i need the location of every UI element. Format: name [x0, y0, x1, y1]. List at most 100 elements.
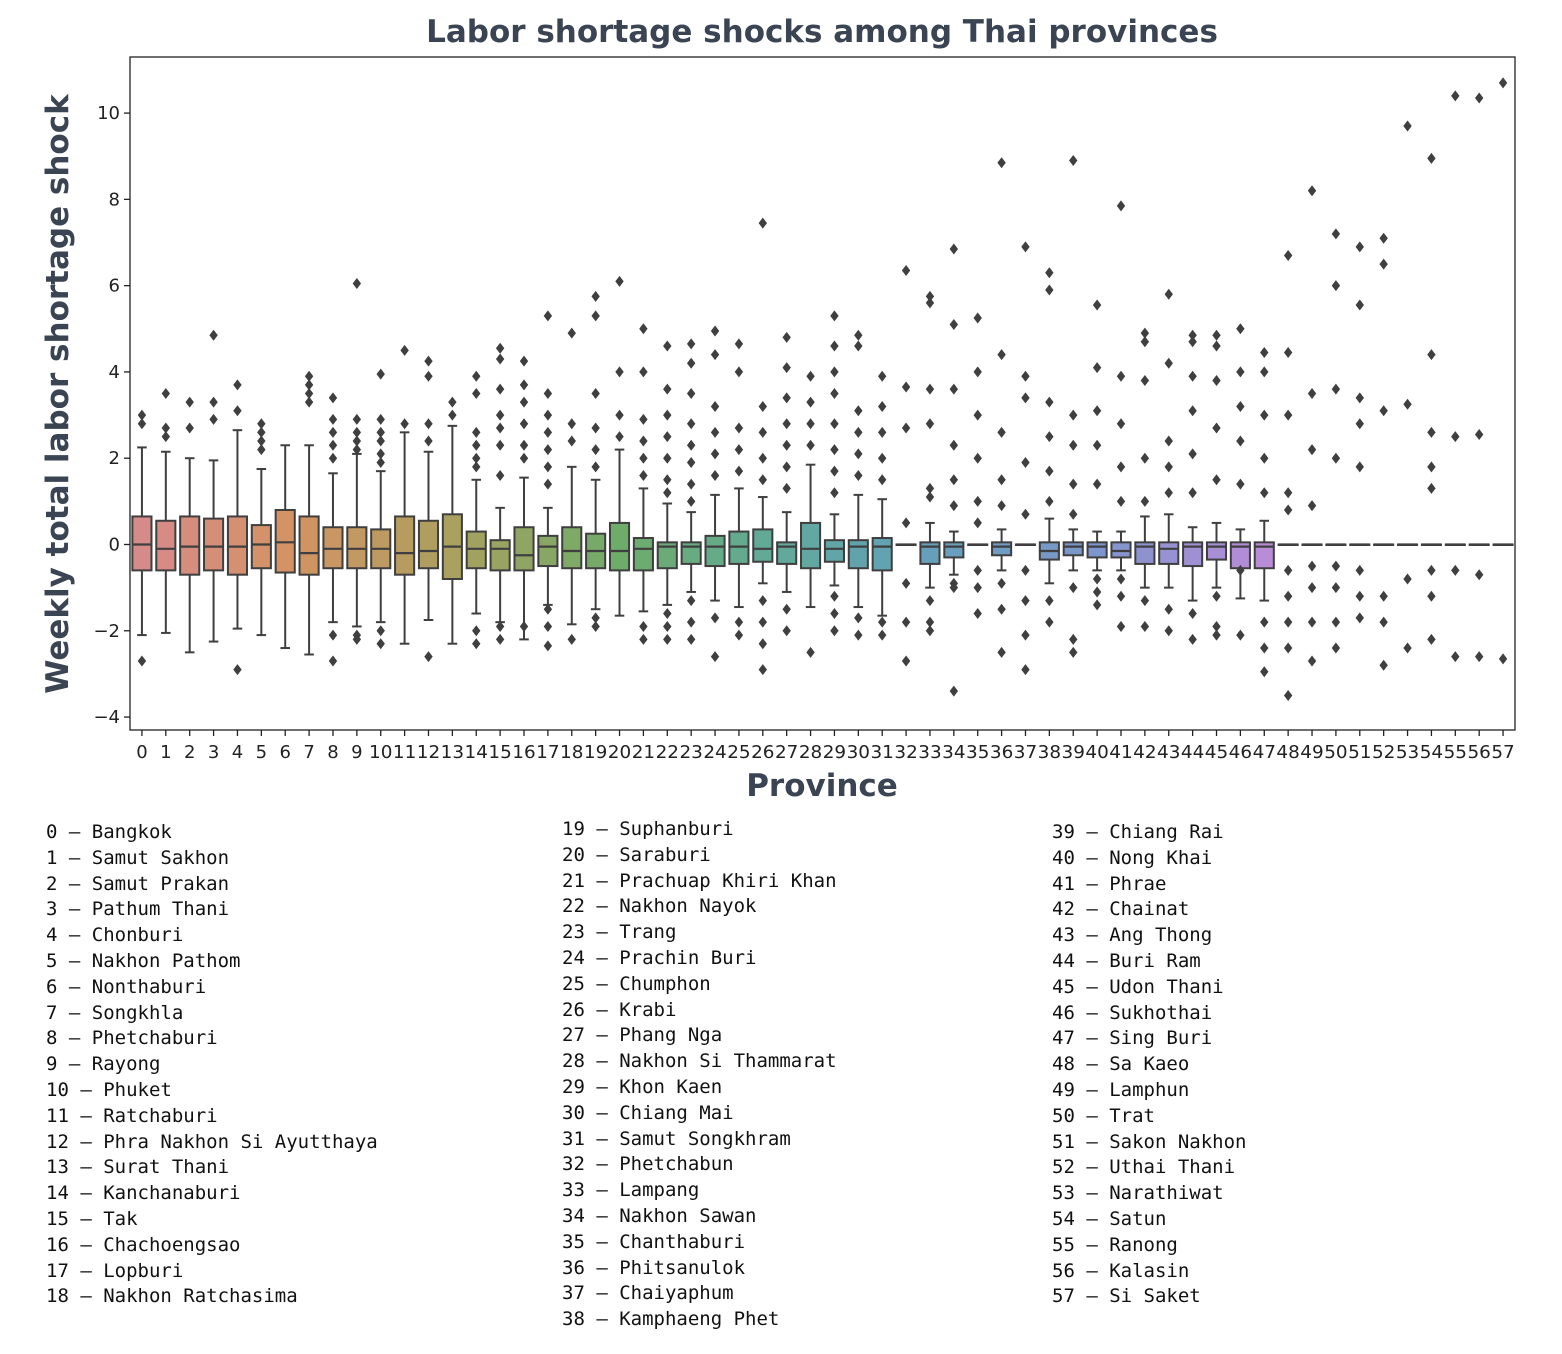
box: [394, 515, 416, 576]
box-group-11: [394, 344, 416, 645]
outlier-point: [997, 426, 1006, 438]
outlier-point: [1188, 370, 1197, 382]
outlier-point: [686, 478, 696, 490]
box-group-7: [298, 370, 320, 656]
box-group-36: [991, 157, 1013, 658]
outlier-point: [1283, 616, 1293, 628]
x-tick-label: 24: [703, 742, 726, 763]
x-tick-label: 36: [990, 742, 1013, 763]
outlier-point: [1092, 299, 1102, 311]
outlier-point: [1021, 241, 1030, 253]
outlier-point: [1474, 651, 1484, 663]
outlier-point: [854, 329, 863, 341]
outlier-point: [973, 495, 982, 507]
outlier-point: [806, 370, 815, 382]
outlier-point: [663, 383, 672, 395]
outlier-point: [1236, 564, 1245, 576]
outlier-point: [949, 243, 959, 255]
outlier-point: [591, 388, 600, 399]
outlier-point: [472, 370, 481, 382]
outlier-point: [1236, 629, 1245, 641]
box-group-57: [1492, 77, 1514, 665]
outlier-point: [901, 381, 911, 393]
outlier-point: [710, 651, 720, 663]
outlier-point: [352, 444, 362, 456]
outlier-point: [734, 629, 744, 641]
chart-title: Labor shortage shocks among Thai provinc…: [426, 14, 1218, 50]
outlier-point: [615, 275, 624, 287]
x-tick-label: 34: [942, 742, 965, 763]
outlier-point: [1379, 590, 1388, 602]
outlier-point: [328, 426, 338, 438]
outlier-point: [328, 439, 338, 451]
box-group-51: [1349, 241, 1371, 624]
box: [704, 534, 726, 568]
outlier-point: [806, 396, 815, 408]
outlier-point: [854, 612, 863, 624]
x-tick-label: 29: [823, 742, 846, 763]
outlier-point: [257, 418, 266, 430]
x-tick-label: 6: [279, 742, 290, 763]
outlier-point: [830, 590, 839, 602]
province-legend-item: 53 – Narathiwat: [1052, 1182, 1224, 1205]
box-group-53: [1396, 120, 1419, 654]
outlier-point: [591, 422, 600, 434]
y-tick-label: 2: [109, 448, 120, 469]
outlier-point: [472, 461, 481, 473]
outlier-point: [567, 435, 576, 447]
y-tick-label: 4: [109, 362, 120, 383]
box-group-16: [513, 355, 535, 641]
outlier-point: [1260, 452, 1269, 464]
outlier-point: [304, 379, 314, 391]
box: [1086, 541, 1108, 559]
box-group-33: [919, 290, 941, 637]
outlier-point: [591, 290, 600, 302]
province-legend-item: 48 – Sa Kaeo: [1052, 1053, 1190, 1076]
x-tick-label: 33: [918, 742, 941, 763]
outlier-point: [830, 487, 839, 499]
y-axis: −4 −2 0 2 4 6 8 10: [93, 103, 130, 728]
province-legend-item: 19 – Suphanburi: [562, 818, 734, 840]
province-legend-item: 52 – Uthai Thani: [1052, 1156, 1236, 1179]
outlier-point: [591, 444, 600, 456]
box-group-50: [1325, 228, 1347, 654]
outlier-point: [686, 418, 696, 430]
box-group-35: [967, 312, 989, 620]
outlier-point: [949, 383, 959, 395]
boxplot-chart: Labor shortage shocks among Thai provinc…: [40, 14, 1516, 804]
province-legend-item: 37 – Chaiyaphum: [562, 1282, 734, 1305]
outlier-point: [877, 629, 887, 641]
outlier-point: [1331, 582, 1341, 594]
outlier-point: [973, 312, 982, 324]
x-tick-label: 55: [1444, 742, 1467, 763]
outlier-point: [710, 349, 720, 361]
outlier-point: [304, 370, 314, 382]
outlier-point: [567, 327, 576, 339]
box-group-18: [561, 327, 583, 645]
outlier-point: [1164, 487, 1173, 499]
outlier-point: [376, 448, 385, 460]
province-legend-item: 44 – Buri Ram: [1052, 949, 1201, 972]
outlier-point: [901, 616, 911, 628]
outlier-point: [663, 633, 672, 645]
outlier-point: [639, 633, 648, 645]
outlier-point: [233, 379, 242, 391]
x-tick-label: 22: [656, 742, 679, 763]
x-axis-label: Province: [746, 768, 898, 804]
x-tick-label: 26: [751, 742, 774, 763]
x-tick-label: 48: [1276, 742, 1299, 763]
x-tick-label: 40: [1085, 742, 1108, 763]
outlier-point: [1260, 487, 1269, 499]
outlier-point: [567, 633, 576, 645]
box: [1182, 541, 1204, 568]
y-tick-label: 0: [109, 534, 120, 555]
outlier-point: [137, 655, 147, 667]
plot-frame: [129, 56, 1516, 731]
outlier-point: [782, 362, 791, 374]
outlier-point: [734, 444, 744, 456]
outlier-point: [830, 388, 839, 399]
outlier-point: [352, 435, 362, 447]
province-legend-item: 47 – Sing Buri: [1052, 1027, 1213, 1050]
province-legend-item: 42 – Chainat: [1052, 898, 1190, 921]
outlier-point: [663, 340, 672, 352]
